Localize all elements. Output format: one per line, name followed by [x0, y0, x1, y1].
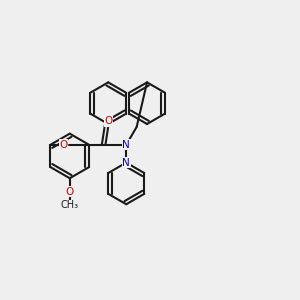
Text: N: N	[122, 140, 130, 150]
Text: O: O	[66, 187, 74, 196]
Text: O: O	[60, 140, 68, 150]
Text: CH₃: CH₃	[61, 200, 79, 210]
Text: O: O	[104, 116, 112, 126]
Text: N: N	[122, 158, 130, 168]
